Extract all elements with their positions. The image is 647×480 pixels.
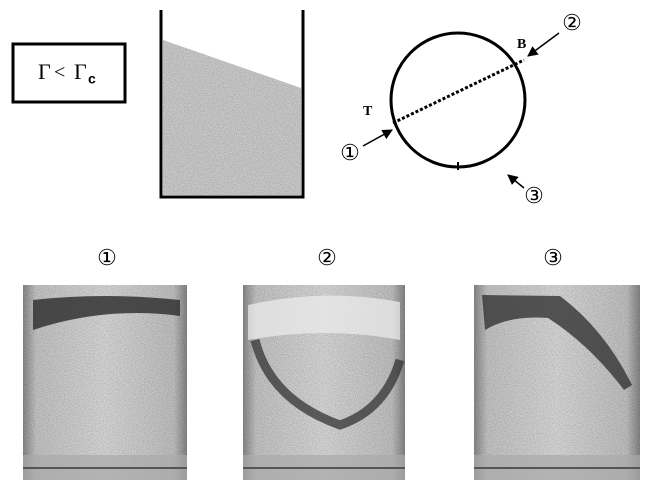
condition: Γ < Γ c xyxy=(13,44,125,102)
arrow-2 xyxy=(528,33,559,56)
photo xyxy=(243,285,405,480)
label-b: B xyxy=(517,37,526,52)
container xyxy=(161,10,303,197)
photo xyxy=(23,285,187,480)
circle xyxy=(391,33,525,167)
condition-box xyxy=(13,44,125,102)
subscript: c xyxy=(88,71,96,87)
photo-label: ② xyxy=(317,245,337,270)
marker-1: ① xyxy=(340,140,360,165)
photo-label: ① xyxy=(97,245,117,270)
circle-diagram: B T ① ② ③ xyxy=(340,10,582,208)
arrow-1 xyxy=(363,130,392,146)
figure: Γ < Γ c B T ① ② ③ ① ② ③ xyxy=(0,0,647,480)
dotted-line xyxy=(393,60,524,123)
label-t: T xyxy=(363,104,373,119)
gamma: Γ xyxy=(38,59,51,84)
granular-bed xyxy=(163,40,301,195)
photo xyxy=(474,285,640,480)
marker-3: ③ xyxy=(524,183,544,208)
photo-label: ③ xyxy=(543,245,563,270)
operator: < xyxy=(54,62,65,84)
gamma-c: Γ xyxy=(74,59,87,84)
arrow-3 xyxy=(508,175,524,188)
marker-2: ② xyxy=(562,10,582,35)
